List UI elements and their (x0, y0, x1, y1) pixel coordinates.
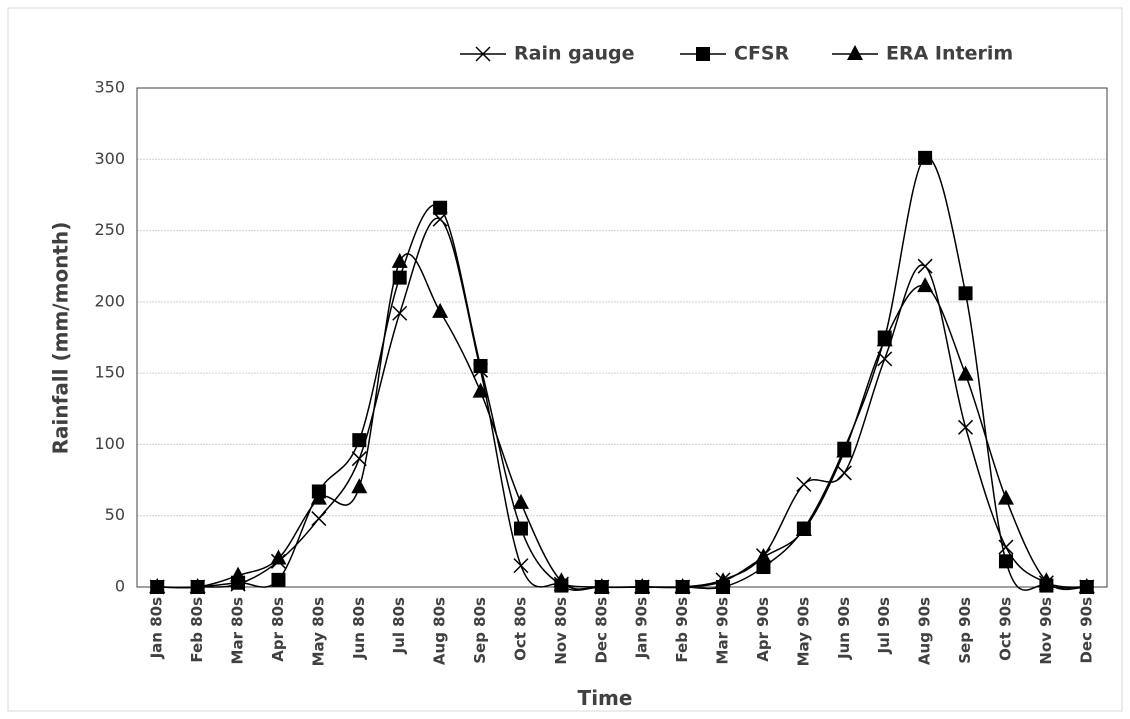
marker-triangle (230, 566, 247, 582)
x-tick-label: Nov 90s (1037, 597, 1055, 665)
marker-triangle (634, 578, 651, 593)
marker-triangle (391, 252, 408, 268)
marker-triangle (715, 572, 732, 588)
x-tick-label: Sep 80s (471, 597, 489, 664)
marker-x (513, 558, 529, 574)
marker-x (836, 465, 852, 481)
marker-triangle (472, 382, 489, 398)
marker-triangle (795, 520, 812, 536)
marker-square (271, 572, 286, 587)
legend-marker (696, 47, 710, 61)
x-tick-label: Nov 80s (552, 597, 570, 665)
x-tick-label: Jan 80s (148, 597, 166, 659)
x-tick-label: Jun 90s (835, 597, 853, 660)
x-tick-label: Mar 80s (229, 597, 247, 665)
y-tick-label: 150 (94, 363, 125, 382)
y-tick-label: 300 (94, 149, 125, 168)
marker-square (433, 200, 448, 215)
x-tick-label: Jul 80s (390, 597, 408, 654)
marker-square (918, 150, 933, 165)
y-tick-label: 0 (115, 577, 125, 596)
marker-square (756, 560, 771, 575)
x-tick-label: Dec 90s (1077, 597, 1095, 664)
y-axis-title: Rainfall (mm/month) (49, 222, 73, 455)
marker-square (473, 359, 488, 374)
marker-triangle (876, 331, 893, 347)
marker-triangle (997, 489, 1014, 505)
x-tick-label: Feb 80s (188, 597, 206, 663)
x-tick-label: Oct 80s (511, 597, 529, 661)
marker-triangle (836, 442, 853, 458)
marker-x (311, 511, 327, 527)
y-tick-label: 100 (94, 434, 125, 453)
legend-label: ERA Interim (886, 43, 1013, 65)
marker-square (998, 554, 1013, 569)
x-tick-label: Apr 80s (269, 597, 287, 662)
marker-triangle (310, 489, 327, 505)
y-tick-label: 350 (94, 78, 125, 97)
marker-x (392, 305, 408, 321)
marker-triangle (432, 302, 449, 318)
marker-triangle (351, 478, 368, 494)
marker-x (958, 419, 974, 435)
x-tick-label: Jan 90s (633, 597, 651, 659)
marker-triangle (189, 578, 206, 593)
marker-square (958, 286, 973, 301)
marker-triangle (149, 578, 166, 593)
x-tick-label: Oct 90s (996, 597, 1014, 661)
marker-x (796, 476, 812, 492)
legend-label: CFSR (734, 43, 790, 65)
x-tick-label: Jul 90s (875, 597, 893, 654)
x-tick-label: Aug 90s (916, 597, 934, 665)
x-tick-label: Jun 80s (350, 597, 368, 660)
legend-label: Rain gauge (514, 43, 635, 65)
x-tick-label: May 90s (794, 597, 812, 666)
y-tick-label: 200 (94, 291, 125, 310)
x-tick-label: Feb 90s (673, 597, 691, 663)
marker-triangle (553, 572, 570, 588)
marker-triangle (755, 548, 772, 564)
x-tick-label: Sep 90s (956, 597, 974, 664)
x-tick-label: Mar 90s (714, 597, 732, 665)
legend-marker (475, 46, 491, 62)
marker-square (513, 521, 528, 536)
x-tick-label: May 80s (309, 597, 327, 666)
marker-x (917, 258, 933, 274)
x-tick-label: Aug 80s (431, 597, 449, 665)
marker-triangle (593, 578, 610, 593)
y-tick-label: 50 (105, 505, 125, 524)
marker-triangle (674, 578, 691, 593)
x-axis-title: Time (578, 686, 633, 710)
legend-marker (847, 45, 863, 60)
marker-x (351, 451, 367, 467)
marker-triangle (957, 365, 974, 381)
marker-triangle (1078, 578, 1095, 593)
marker-triangle (512, 493, 529, 509)
x-tick-label: Apr 90s (754, 597, 772, 662)
marker-triangle (270, 549, 287, 565)
marker-triangle (917, 277, 934, 293)
marker-triangle (1038, 572, 1055, 588)
x-tick-label: Dec 80s (592, 597, 610, 664)
y-tick-label: 250 (94, 220, 125, 239)
marker-square (352, 433, 367, 448)
